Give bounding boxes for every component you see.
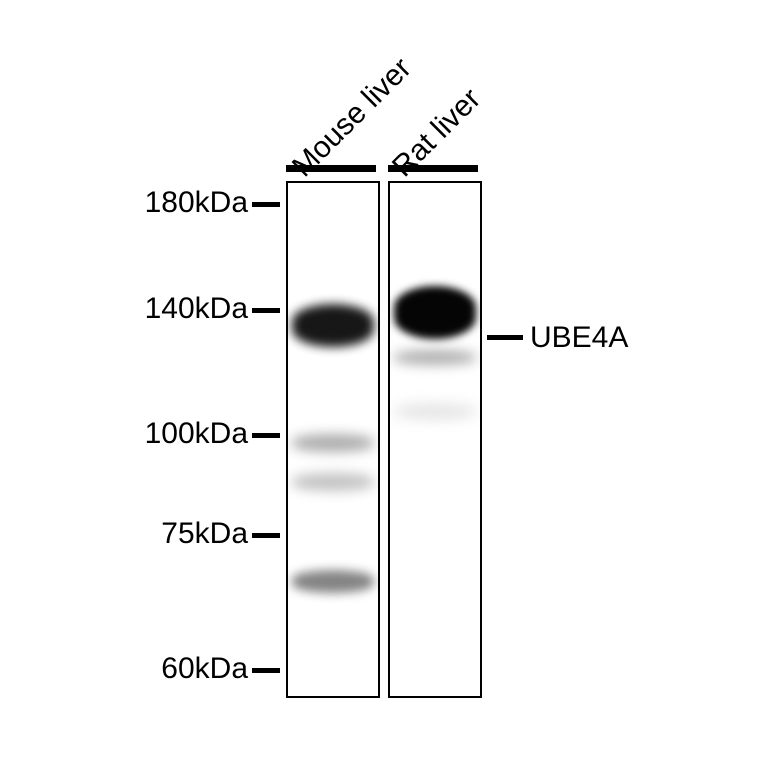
band-lane1-1 bbox=[292, 304, 375, 348]
lane-header-bar-1 bbox=[286, 165, 376, 172]
lane-header-bar-2 bbox=[388, 165, 478, 172]
mw-marker-tick-3 bbox=[252, 533, 280, 538]
blot-lane-2 bbox=[388, 181, 482, 698]
band-lane2-1 bbox=[394, 286, 477, 340]
band-lane2-3 bbox=[394, 404, 477, 419]
target-label: UBE4A bbox=[530, 321, 628, 355]
blot-lane-1 bbox=[286, 181, 380, 698]
mw-marker-label-2: 100kDa bbox=[145, 417, 248, 451]
mw-marker-tick-4 bbox=[252, 668, 280, 673]
mw-marker-tick-2 bbox=[252, 433, 280, 438]
band-lane1-3 bbox=[292, 473, 375, 491]
band-lane1-2 bbox=[292, 434, 375, 452]
mw-marker-label-1: 140kDa bbox=[145, 292, 248, 326]
target-tick bbox=[487, 335, 523, 340]
band-lane2-2 bbox=[394, 350, 477, 365]
mw-marker-tick-0 bbox=[252, 202, 280, 207]
mw-marker-label-4: 60kDa bbox=[161, 652, 248, 686]
mw-marker-label-0: 180kDa bbox=[145, 186, 248, 220]
mw-marker-label-3: 75kDa bbox=[161, 517, 248, 551]
band-lane1-4 bbox=[292, 570, 375, 593]
mw-marker-tick-1 bbox=[252, 308, 280, 313]
